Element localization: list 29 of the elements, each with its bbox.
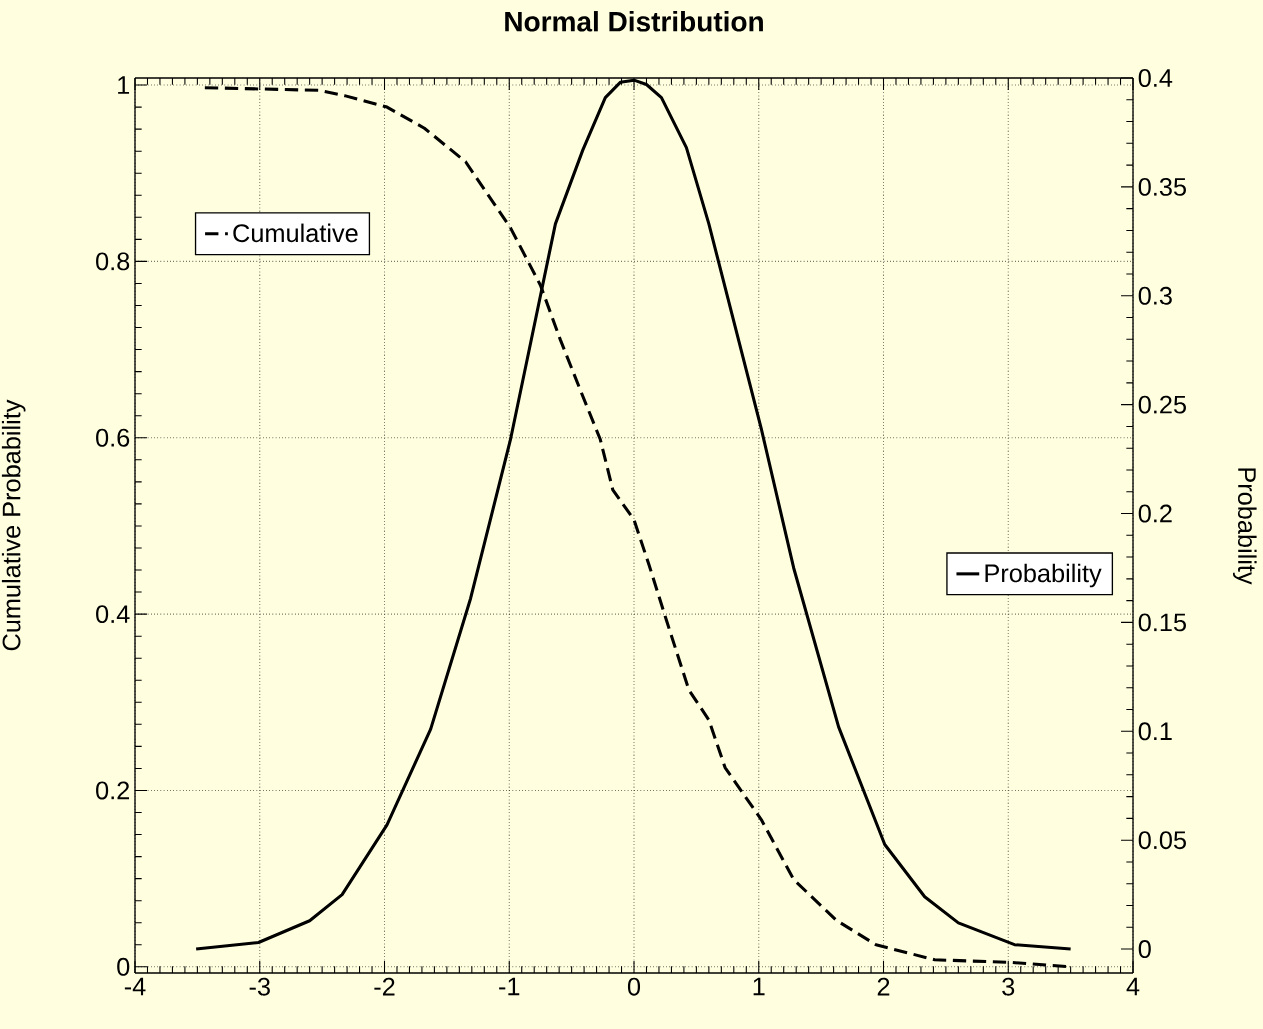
y2-axis-title: Probability	[1232, 468, 1257, 585]
x-tick-label: -2	[374, 977, 395, 996]
x-tick-label: -3	[249, 977, 270, 996]
chart-title: Normal Distribution	[505, 11, 763, 32]
x-tick-label: 1	[753, 977, 765, 996]
y-axis-title: Cumulative Probability	[1, 399, 26, 651]
y-tick-label: 0.4	[96, 605, 130, 624]
x-tick-label: 0	[627, 977, 641, 996]
y2-tick-label: 0.4	[1138, 69, 1173, 87]
y-tick-label: 0.2	[96, 781, 130, 800]
x-tick-label: 2	[877, 977, 890, 996]
y-tick-label: 0.8	[96, 252, 130, 271]
y2-tick-label: 0.3	[1138, 286, 1172, 305]
y2-tick-label: 0.05	[1138, 831, 1186, 850]
x-tick-label: -4	[124, 977, 146, 996]
x-tick-label: 3	[1002, 977, 1015, 996]
x-tick-label: 4	[1126, 977, 1140, 996]
y2-tick-label: 0.15	[1138, 613, 1186, 632]
legend-label: Probability	[985, 563, 1102, 588]
legend-label: Cumulative	[233, 223, 358, 243]
y2-tick-label: 0.1	[1138, 722, 1172, 741]
y-tick-label: 1	[118, 76, 130, 94]
y2-tick-label: 0	[1138, 940, 1151, 959]
y2-tick-label: 0.25	[1138, 395, 1186, 414]
y-tick-label: 0	[117, 957, 130, 976]
y2-tick-label: 0.2	[1138, 504, 1172, 523]
y-tick-label: 0.6	[96, 428, 130, 447]
x-tick-label: -1	[499, 977, 520, 996]
y2-tick-label: 0.35	[1138, 177, 1186, 196]
